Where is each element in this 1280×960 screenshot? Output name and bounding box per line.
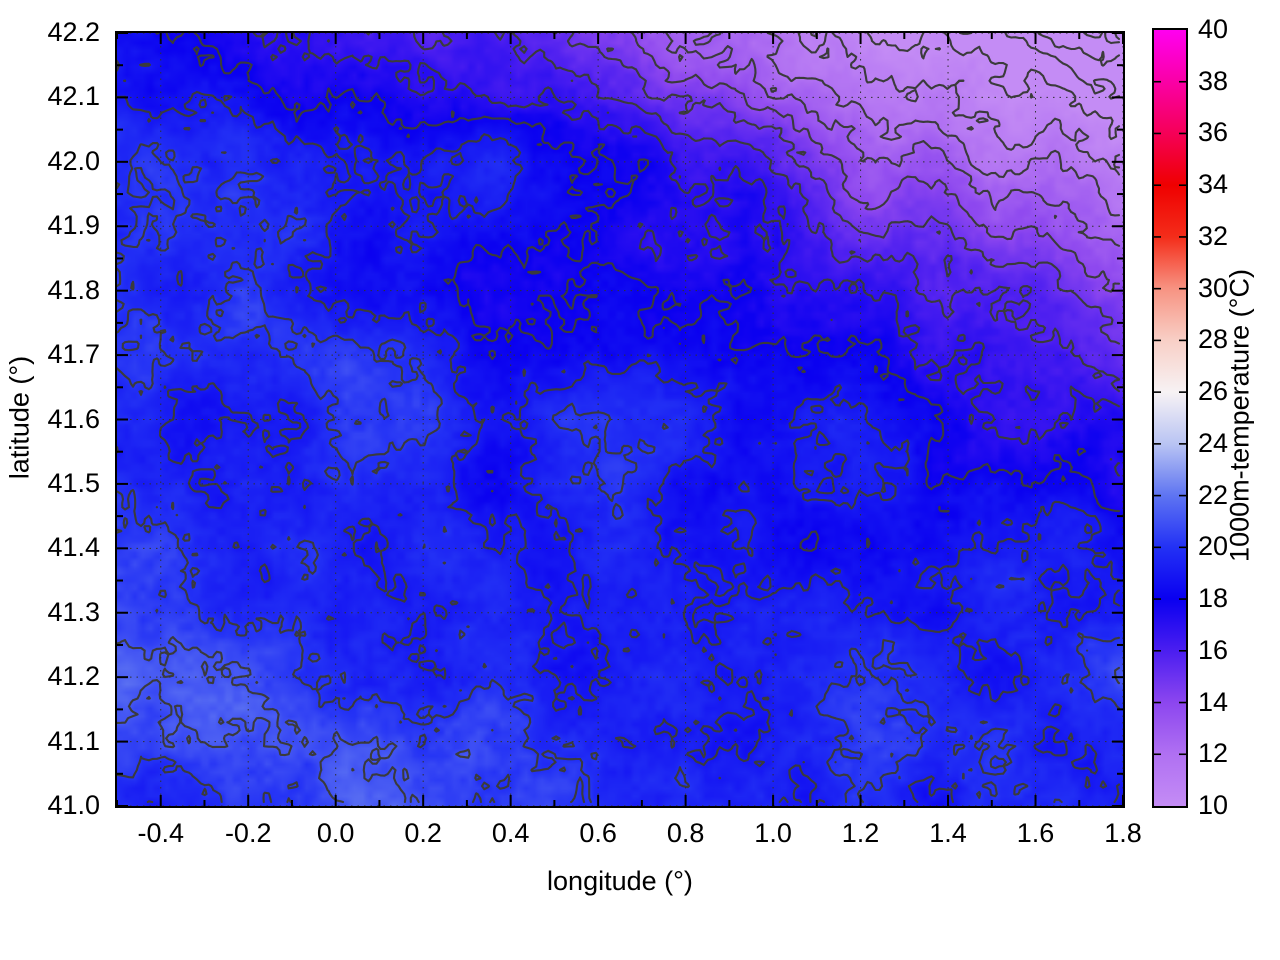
colorbar-tick-label: 40 — [1198, 14, 1229, 44]
colorbar-title: 1000m-temperature (°C) — [1224, 269, 1255, 562]
contour-lines — [117, 33, 1121, 804]
y-tick-label: 41.9 — [47, 210, 100, 241]
x-tick-label: 0.0 — [316, 818, 355, 848]
x-tick-label: 1.2 — [841, 818, 880, 848]
colorbar-tick-label: 14 — [1198, 686, 1229, 717]
colorbar-tick-label: 16 — [1198, 634, 1229, 665]
x-tick-label: -0.2 — [224, 818, 272, 848]
colorbar-tick-label: 36 — [1198, 117, 1229, 148]
y-tick-label: 41.4 — [47, 532, 100, 563]
y-tick-label: 42.2 — [47, 17, 100, 47]
map-plot-area[interactable] — [115, 31, 1125, 808]
colorbar-tick-label: 38 — [1198, 65, 1229, 96]
x-tick-label: 0.6 — [579, 818, 617, 848]
temperature-field — [117, 33, 1123, 806]
colorbar-tick-label: 28 — [1198, 324, 1229, 355]
y-tick-label: 42.1 — [47, 81, 100, 112]
colorbar-tick-label: 22 — [1198, 479, 1229, 510]
y-tick-label: 42.0 — [47, 145, 100, 176]
y-tick-label: 41.0 — [47, 790, 100, 820]
colorbar-tick-label: 12 — [1198, 738, 1229, 769]
y-tick-label: 41.1 — [47, 725, 100, 756]
colorbar-tick-label: 30 — [1198, 272, 1229, 303]
x-tick-label: 1.6 — [1016, 818, 1055, 848]
y-tick-label: 41.2 — [47, 661, 100, 692]
contour-level-15 — [554, 33, 1121, 345]
contour-level-10 — [866, 33, 1121, 141]
x-tick-label: 0.8 — [666, 818, 705, 848]
contour-level-21 — [117, 636, 1121, 804]
colorbar-tick-label: 24 — [1198, 427, 1229, 458]
x-tick-label: 0.4 — [491, 818, 530, 848]
contour-level-9 — [959, 33, 1121, 100]
gridlines — [117, 33, 1123, 806]
x-tick-label: 1.4 — [929, 818, 967, 848]
axis-ticks — [117, 33, 1123, 806]
contour-level-8 — [1037, 33, 1121, 67]
colorbar-tick-label: 34 — [1198, 169, 1229, 200]
y-tick-label: 41.8 — [47, 274, 100, 305]
x-tick-label: -0.4 — [137, 818, 184, 848]
contour-level-7 — [1083, 33, 1121, 45]
contour-level-13 — [665, 33, 1121, 247]
colorbar-tick-label: 20 — [1198, 531, 1229, 562]
colorbar — [1152, 28, 1188, 808]
contour-level-11 — [797, 33, 1121, 176]
x-tick-label: 1.8 — [1104, 818, 1142, 848]
y-tick-label: 41.3 — [47, 596, 100, 627]
x-tick-label: 1.0 — [754, 818, 792, 848]
contour-level-14 — [631, 33, 1121, 293]
colorbar-gradient — [1154, 30, 1186, 806]
colorbar-tick-label: 10 — [1198, 790, 1229, 820]
colorbar-tick-label: 18 — [1198, 583, 1229, 614]
contour-level-17 — [252, 33, 1121, 477]
y-axis-title: latitude (°) — [4, 355, 35, 479]
temperature-raster — [117, 33, 1123, 806]
contour-level-16 — [365, 33, 1121, 393]
contour-level-20 — [117, 141, 1121, 804]
x-tick-label: 0.2 — [404, 818, 442, 848]
y-tick-label: 41.7 — [47, 339, 100, 370]
y-tick-label: 41.6 — [47, 403, 100, 434]
colorbar-tick-label: 26 — [1198, 376, 1229, 407]
contour-level-12 — [766, 33, 1121, 217]
y-tick-label: 41.5 — [47, 467, 100, 498]
x-axis-title: longitude (°) — [547, 866, 693, 896]
contour-level-19 — [117, 60, 1121, 804]
colorbar-tick-label: 32 — [1198, 220, 1229, 251]
